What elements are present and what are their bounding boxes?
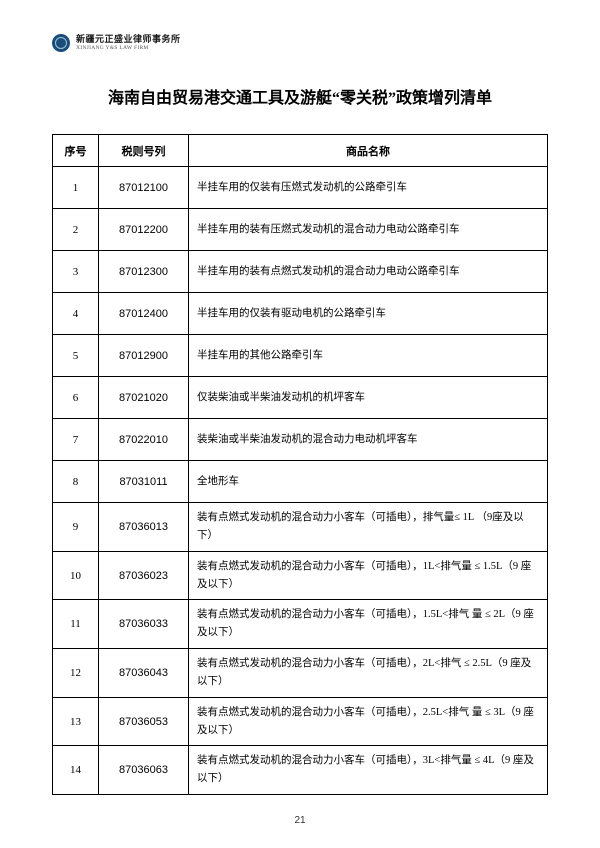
document-title: 海南自由贸易港交通工具及游艇“零关税”政策增列清单 (52, 84, 548, 108)
cell-seq: 7 (53, 419, 99, 461)
cell-seq: 2 (53, 209, 99, 251)
cell-name: 装有点燃式发动机的混合动力小客车（可插电），1L<排气量 ≤ 1.5L（9 座及… (189, 551, 548, 600)
table-row: 1387036053装有点燃式发动机的混合动力小客车（可插电），2.5L<排气 … (53, 697, 548, 746)
table-row: 487012400半挂车用的仅装有驱动电机的公路牵引车 (53, 293, 548, 335)
cell-name: 装有点燃式发动机的混合动力小客车（可插电），1.5L<排气 量 ≤ 2L（9 座… (189, 600, 548, 649)
cell-seq: 14 (53, 746, 99, 795)
cell-seq: 4 (53, 293, 99, 335)
cell-seq: 5 (53, 335, 99, 377)
cell-code: 87012400 (99, 293, 189, 335)
table-row: 1087036023装有点燃式发动机的混合动力小客车（可插电），1L<排气量 ≤… (53, 551, 548, 600)
cell-seq: 1 (53, 167, 99, 209)
col-header-seq: 序号 (53, 135, 99, 167)
table-header-row: 序号 税则号列 商品名称 (53, 135, 548, 167)
cell-name: 装柴油或半柴油发动机的混合动力电动机坪客车 (189, 419, 548, 461)
table-row: 387012300半挂车用的装有点燃式发动机的混合动力电动公路牵引车 (53, 251, 548, 293)
cell-code: 87012900 (99, 335, 189, 377)
table-row: 987036013装有点燃式发动机的混合动力小客车（可插电），排气量≤ 1L （… (53, 503, 548, 552)
table-row: 587012900半挂车用的其他公路牵引车 (53, 335, 548, 377)
cell-code: 87036053 (99, 697, 189, 746)
cell-seq: 10 (53, 551, 99, 600)
policy-table: 序号 税则号列 商品名称 187012100半挂车用的仅装有压燃式发动机的公路牵… (52, 134, 548, 795)
cell-name: 装有点燃式发动机的混合动力小客车（可插电），2L<排气 ≤ 2.5L（9 座及以… (189, 649, 548, 698)
page-number: 21 (0, 815, 600, 826)
cell-code: 87012300 (99, 251, 189, 293)
cell-name: 装有点燃式发动机的混合动力小客车（可插电），3L<排气量 ≤ 4L（9 座及以下… (189, 746, 548, 795)
table-row: 1187036033装有点燃式发动机的混合动力小客车（可插电），1.5L<排气 … (53, 600, 548, 649)
table-row: 887031011全地形车 (53, 461, 548, 503)
cell-seq: 13 (53, 697, 99, 746)
cell-name: 仅装柴油或半柴油发动机的机坪客车 (189, 377, 548, 419)
firm-logo-icon (52, 34, 70, 52)
col-header-code: 税则号列 (99, 135, 189, 167)
firm-name-cn: 新疆元正盛业律师事务所 (76, 35, 181, 45)
cell-seq: 3 (53, 251, 99, 293)
document-header: 新疆元正盛业律师事务所 XINJIANG Y&S LAW FIRM (52, 34, 548, 52)
cell-code: 87031011 (99, 461, 189, 503)
cell-name: 半挂车用的仅装有驱动电机的公路牵引车 (189, 293, 548, 335)
table-row: 687021020仅装柴油或半柴油发动机的机坪客车 (53, 377, 548, 419)
cell-name: 半挂车用的其他公路牵引车 (189, 335, 548, 377)
table-row: 1487036063装有点燃式发动机的混合动力小客车（可插电），3L<排气量 ≤… (53, 746, 548, 795)
firm-name-block: 新疆元正盛业律师事务所 XINJIANG Y&S LAW FIRM (76, 35, 181, 51)
cell-code: 87036033 (99, 600, 189, 649)
cell-seq: 12 (53, 649, 99, 698)
cell-code: 87036043 (99, 649, 189, 698)
cell-code: 87012200 (99, 209, 189, 251)
cell-name: 装有点燃式发动机的混合动力小客车（可插电），排气量≤ 1L （9座及以下） (189, 503, 548, 552)
table-row: 1287036043装有点燃式发动机的混合动力小客车（可插电），2L<排气 ≤ … (53, 649, 548, 698)
cell-code: 87036063 (99, 746, 189, 795)
cell-seq: 11 (53, 600, 99, 649)
cell-name: 全地形车 (189, 461, 548, 503)
table-row: 787022010装柴油或半柴油发动机的混合动力电动机坪客车 (53, 419, 548, 461)
cell-seq: 8 (53, 461, 99, 503)
table-row: 187012100半挂车用的仅装有压燃式发动机的公路牵引车 (53, 167, 548, 209)
cell-code: 87012100 (99, 167, 189, 209)
cell-name: 半挂车用的装有点燃式发动机的混合动力电动公路牵引车 (189, 251, 548, 293)
cell-code: 87021020 (99, 377, 189, 419)
firm-name-en: XINJIANG Y&S LAW FIRM (76, 45, 181, 51)
col-header-name: 商品名称 (189, 135, 548, 167)
cell-seq: 9 (53, 503, 99, 552)
cell-seq: 6 (53, 377, 99, 419)
cell-name: 半挂车用的仅装有压燃式发动机的公路牵引车 (189, 167, 548, 209)
cell-name: 半挂车用的装有压燃式发动机的混合动力电动公路牵引车 (189, 209, 548, 251)
cell-code: 87022010 (99, 419, 189, 461)
table-row: 287012200半挂车用的装有压燃式发动机的混合动力电动公路牵引车 (53, 209, 548, 251)
cell-code: 87036023 (99, 551, 189, 600)
cell-name: 装有点燃式发动机的混合动力小客车（可插电），2.5L<排气 量 ≤ 3L（9 座… (189, 697, 548, 746)
cell-code: 87036013 (99, 503, 189, 552)
